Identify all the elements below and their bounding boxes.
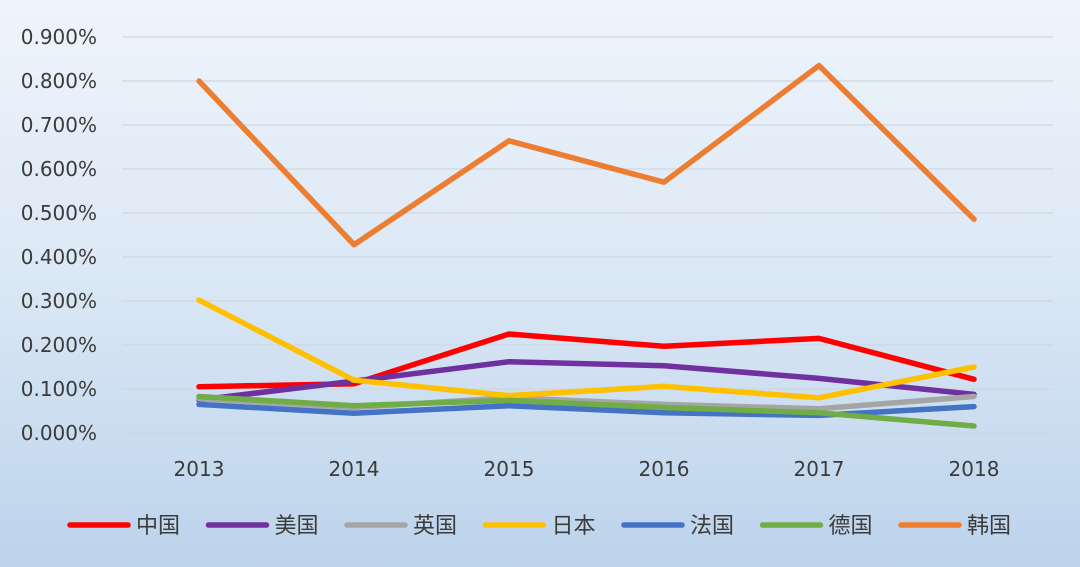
series-line-1 bbox=[196, 358, 977, 403]
x-tick-label: 2015 bbox=[484, 457, 535, 481]
legend-item: 德国 bbox=[759, 514, 873, 539]
legend: 中国 美国 英国 日本 法国 德国 韩国 bbox=[67, 514, 1011, 539]
legend-label: 英国 bbox=[413, 514, 457, 539]
y-tick-label: 0.800% bbox=[21, 69, 97, 93]
legend-label: 德国 bbox=[829, 514, 873, 539]
series-lines bbox=[196, 62, 977, 429]
y-tick-label: 0.300% bbox=[21, 289, 97, 313]
series-line-3 bbox=[196, 297, 977, 401]
x-tick-label: 2018 bbox=[949, 457, 1000, 481]
series-line-6 bbox=[196, 62, 977, 248]
x-tick-label: 2014 bbox=[329, 457, 380, 481]
legend-label: 美国 bbox=[275, 514, 319, 539]
y-tick-label: 0.200% bbox=[21, 333, 97, 357]
x-tick-label: 2017 bbox=[794, 457, 845, 481]
y-tick-label: 0.500% bbox=[21, 201, 97, 225]
y-axis-ticks: 0.000% 0.100% 0.200% 0.300% 0.400% 0.500% 0.60… bbox=[21, 25, 97, 445]
legend-label: 韩国 bbox=[967, 514, 1011, 539]
legend-label: 中国 bbox=[136, 514, 180, 539]
x-tick-label: 2016 bbox=[639, 457, 690, 481]
y-tick-label: 0.400% bbox=[21, 245, 97, 269]
y-tick-label: 0.600% bbox=[21, 157, 97, 181]
y-tick-label: 0.100% bbox=[21, 377, 97, 401]
gridlines bbox=[122, 36, 1053, 434]
legend-label: 法国 bbox=[690, 514, 734, 539]
legend-item: 中国 bbox=[67, 514, 180, 539]
legend-item: 日本 bbox=[482, 514, 596, 539]
x-axis-ticks: 2013 2014 2015 2016 2017 2018 bbox=[174, 457, 1000, 481]
y-tick-label: 0.900% bbox=[21, 25, 97, 49]
legend-item: 法国 bbox=[621, 514, 734, 539]
legend-label: 日本 bbox=[552, 514, 596, 539]
x-tick-label: 2013 bbox=[174, 457, 225, 481]
y-tick-label: 0.000% bbox=[21, 421, 97, 445]
series-line-5 bbox=[196, 393, 977, 429]
y-tick-label: 0.700% bbox=[21, 113, 97, 137]
legend-item: 韩国 bbox=[898, 514, 1011, 539]
legend-item: 英国 bbox=[344, 514, 457, 539]
legend-item: 美国 bbox=[205, 514, 319, 539]
